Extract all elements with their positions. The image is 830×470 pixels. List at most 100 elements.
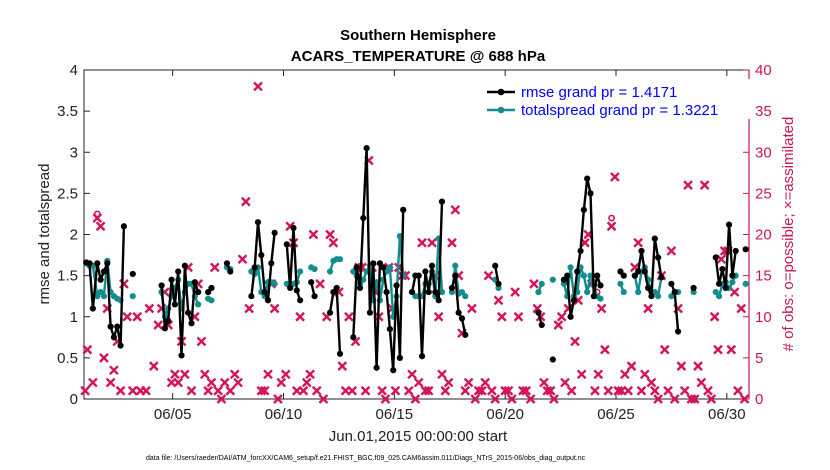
- y-right-tick-label: 0: [755, 391, 763, 408]
- rmse-point: [86, 260, 93, 267]
- obs-assimilated-stroke-b: [148, 361, 159, 371]
- obs-assimilated-stroke-b: [549, 394, 559, 404]
- data-file-footer: data file: /Users/raeder/DAI/ATM_forcXX/…: [146, 455, 586, 462]
- obs-assimilated-marker: [276, 377, 287, 388]
- obs-assimilated-stroke-b: [423, 385, 434, 396]
- obs-assimilated-stroke-b: [709, 311, 720, 322]
- rmse-point: [435, 297, 442, 304]
- spread-point: [386, 264, 393, 271]
- rmse-point: [719, 265, 726, 273]
- obs-assimilated-stroke-b: [413, 377, 424, 388]
- obs-assimilated-marker: [344, 311, 354, 322]
- obs-assimilated-marker: [219, 377, 230, 388]
- rmse-point: [175, 268, 182, 275]
- rmse-point: [165, 317, 172, 324]
- rmse-point: [333, 284, 340, 292]
- rmse-point: [261, 288, 268, 296]
- series-obs-assimilated: [80, 81, 750, 404]
- obs-assimilated-stroke-b: [80, 385, 90, 396]
- obs-assimilated-stroke-b: [337, 361, 348, 371]
- rmse-point: [732, 247, 739, 255]
- obs-assimilated-stroke-b: [643, 303, 653, 314]
- obs-assimilated-marker: [305, 369, 315, 380]
- x-tick-label: 06/20: [486, 406, 524, 423]
- obs-assimilated-stroke-b: [733, 385, 743, 396]
- obs-assimilated-marker: [148, 361, 159, 371]
- obs-assimilated-stroke-b: [633, 237, 644, 248]
- rmse-line-segment: [352, 146, 405, 372]
- x-tick-label: 06/05: [154, 406, 192, 423]
- obs-assimilated-marker: [173, 377, 184, 388]
- obs-assimilated-marker: [122, 311, 133, 322]
- obs-assimilated-marker: [199, 369, 210, 380]
- rmse-point: [535, 309, 542, 316]
- obs-assimilated-stroke-b: [301, 377, 312, 388]
- obs-assimilated-marker: [706, 394, 717, 404]
- obs-assimilated-marker: [273, 394, 283, 404]
- obs-assimilated-marker: [496, 311, 507, 322]
- obs-assimilated-stroke-b: [186, 385, 197, 396]
- rmse-line-segment: [85, 226, 126, 347]
- obs-assimilated-stroke-b: [433, 311, 444, 322]
- obs-assimilated-stroke-b: [659, 344, 670, 355]
- obs-assimilated-marker: [490, 394, 501, 404]
- obs-assimilated-stroke-b: [716, 254, 727, 265]
- obs-assimilated-stroke-b: [729, 287, 740, 297]
- rmse-point: [393, 282, 400, 289]
- obs-assimilated-marker: [253, 81, 263, 92]
- y-tick-label: 3.5: [57, 103, 78, 120]
- obs-assimilated-stroke-b: [606, 221, 617, 232]
- obs-assimilated-marker: [713, 344, 723, 355]
- obs-assimilated-stroke-b: [328, 237, 339, 248]
- spread-point: [712, 288, 719, 296]
- rmse-point: [458, 315, 466, 322]
- spread-point: [538, 280, 545, 287]
- obs-assimilated-stroke-b: [390, 385, 401, 396]
- rmse-point: [363, 145, 370, 152]
- obs-assimilated-stroke-b: [676, 361, 687, 371]
- obs-assimilated-stroke-b: [686, 394, 697, 404]
- obs-assimilated-stroke-b: [357, 262, 368, 273]
- legend-rmse-label: rmse grand pr = 1.4171: [521, 84, 677, 101]
- obs-assimilated-stroke-b: [518, 385, 528, 396]
- spread-point: [584, 288, 591, 296]
- series-layer: [80, 81, 750, 404]
- obs-assimilated-marker: [407, 369, 417, 380]
- obs-assimilated-marker: [203, 385, 213, 396]
- rmse-point: [386, 325, 393, 333]
- rmse-point: [107, 323, 114, 330]
- spread-point: [195, 301, 202, 308]
- obs-assimilated-stroke-b: [513, 311, 524, 322]
- obs-assimilated-stroke-b: [263, 369, 273, 380]
- rmse-point: [268, 260, 275, 267]
- spread-point: [311, 265, 318, 273]
- obs-assimilated-stroke-b: [603, 385, 614, 396]
- obs-assimilated-marker: [739, 394, 750, 404]
- obs-assimilated-marker: [463, 377, 474, 388]
- obs-assimilated-stroke-b: [350, 336, 361, 347]
- rmse-point: [110, 334, 118, 341]
- obs-assimilated-marker: [689, 394, 700, 404]
- rmse-point: [117, 342, 124, 349]
- rmse-point: [729, 272, 736, 279]
- obs-assimilated-marker: [141, 385, 151, 396]
- spread-point: [742, 280, 749, 287]
- spread-point: [438, 288, 446, 296]
- obs-assimilated-stroke-b: [653, 394, 663, 404]
- rmse-point: [258, 251, 265, 259]
- obs-assimilated-marker: [420, 385, 431, 396]
- series-obs-possible: [93, 210, 615, 296]
- obs-assimilated-marker: [593, 369, 604, 380]
- rmse-point: [641, 268, 648, 275]
- rmse-point: [674, 328, 682, 335]
- rmse-point: [223, 260, 231, 267]
- y-right-tick-label: 5: [755, 350, 763, 367]
- obs-assimilated-stroke-b: [305, 369, 315, 380]
- obs-assimilated-stroke-b: [556, 311, 567, 322]
- rmse-point: [350, 334, 357, 341]
- obs-assimilated-marker: [506, 394, 517, 404]
- obs-assimilated-marker: [301, 377, 312, 388]
- rmse-point: [308, 279, 315, 286]
- obs-assimilated-stroke-b: [298, 385, 309, 396]
